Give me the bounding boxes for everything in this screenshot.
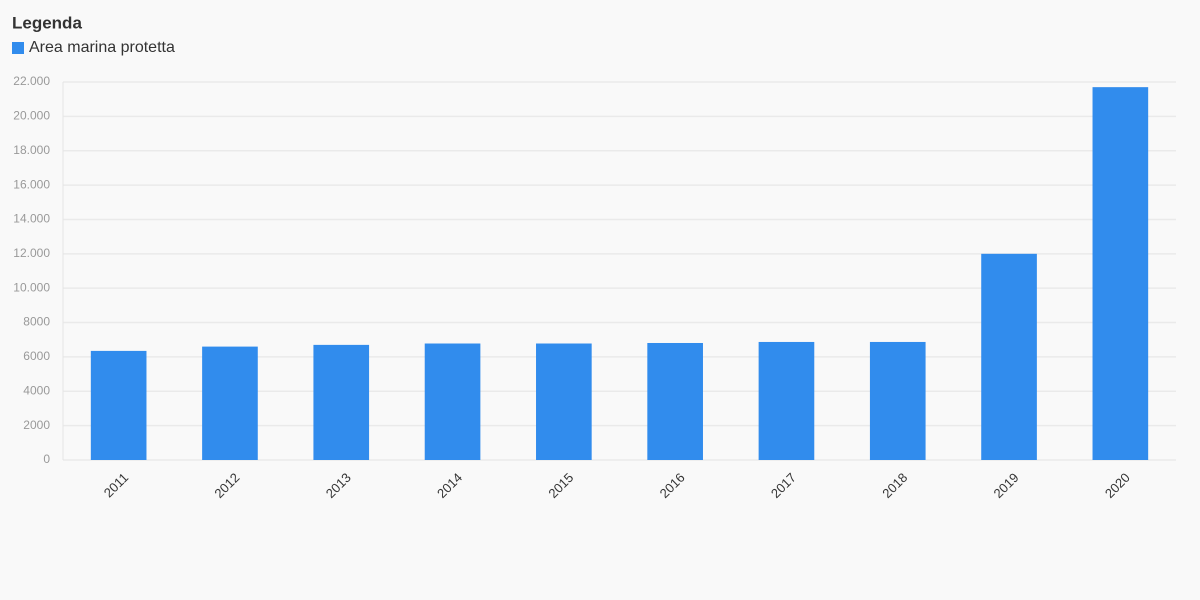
y-tick-label: 22.000 bbox=[13, 74, 50, 88]
y-tick-label: 6000 bbox=[23, 349, 50, 363]
y-tick-label: 0 bbox=[43, 452, 50, 466]
legend-swatch bbox=[12, 42, 24, 54]
y-tick-label: 14.000 bbox=[13, 212, 50, 226]
bar bbox=[202, 346, 258, 460]
y-tick-label: 8000 bbox=[23, 315, 50, 329]
y-tick-label: 12.000 bbox=[13, 246, 50, 260]
y-tick-label: 10.000 bbox=[13, 280, 50, 294]
legend-label: Area marina protetta bbox=[29, 39, 175, 56]
bar bbox=[981, 253, 1037, 460]
legend-title: Legenda bbox=[12, 13, 82, 32]
bar bbox=[647, 342, 703, 460]
bar bbox=[424, 343, 481, 460]
bar bbox=[758, 341, 815, 460]
bar bbox=[536, 343, 592, 460]
y-tick-label: 16.000 bbox=[13, 177, 50, 191]
bar bbox=[313, 344, 370, 460]
y-tick-label: 20.000 bbox=[13, 109, 50, 123]
bar bbox=[90, 350, 147, 460]
bar bbox=[1092, 87, 1149, 461]
bar bbox=[869, 341, 926, 460]
y-tick-label: 4000 bbox=[23, 383, 50, 397]
y-tick-label: 2000 bbox=[23, 418, 50, 432]
y-tick-label: 18.000 bbox=[13, 143, 50, 157]
